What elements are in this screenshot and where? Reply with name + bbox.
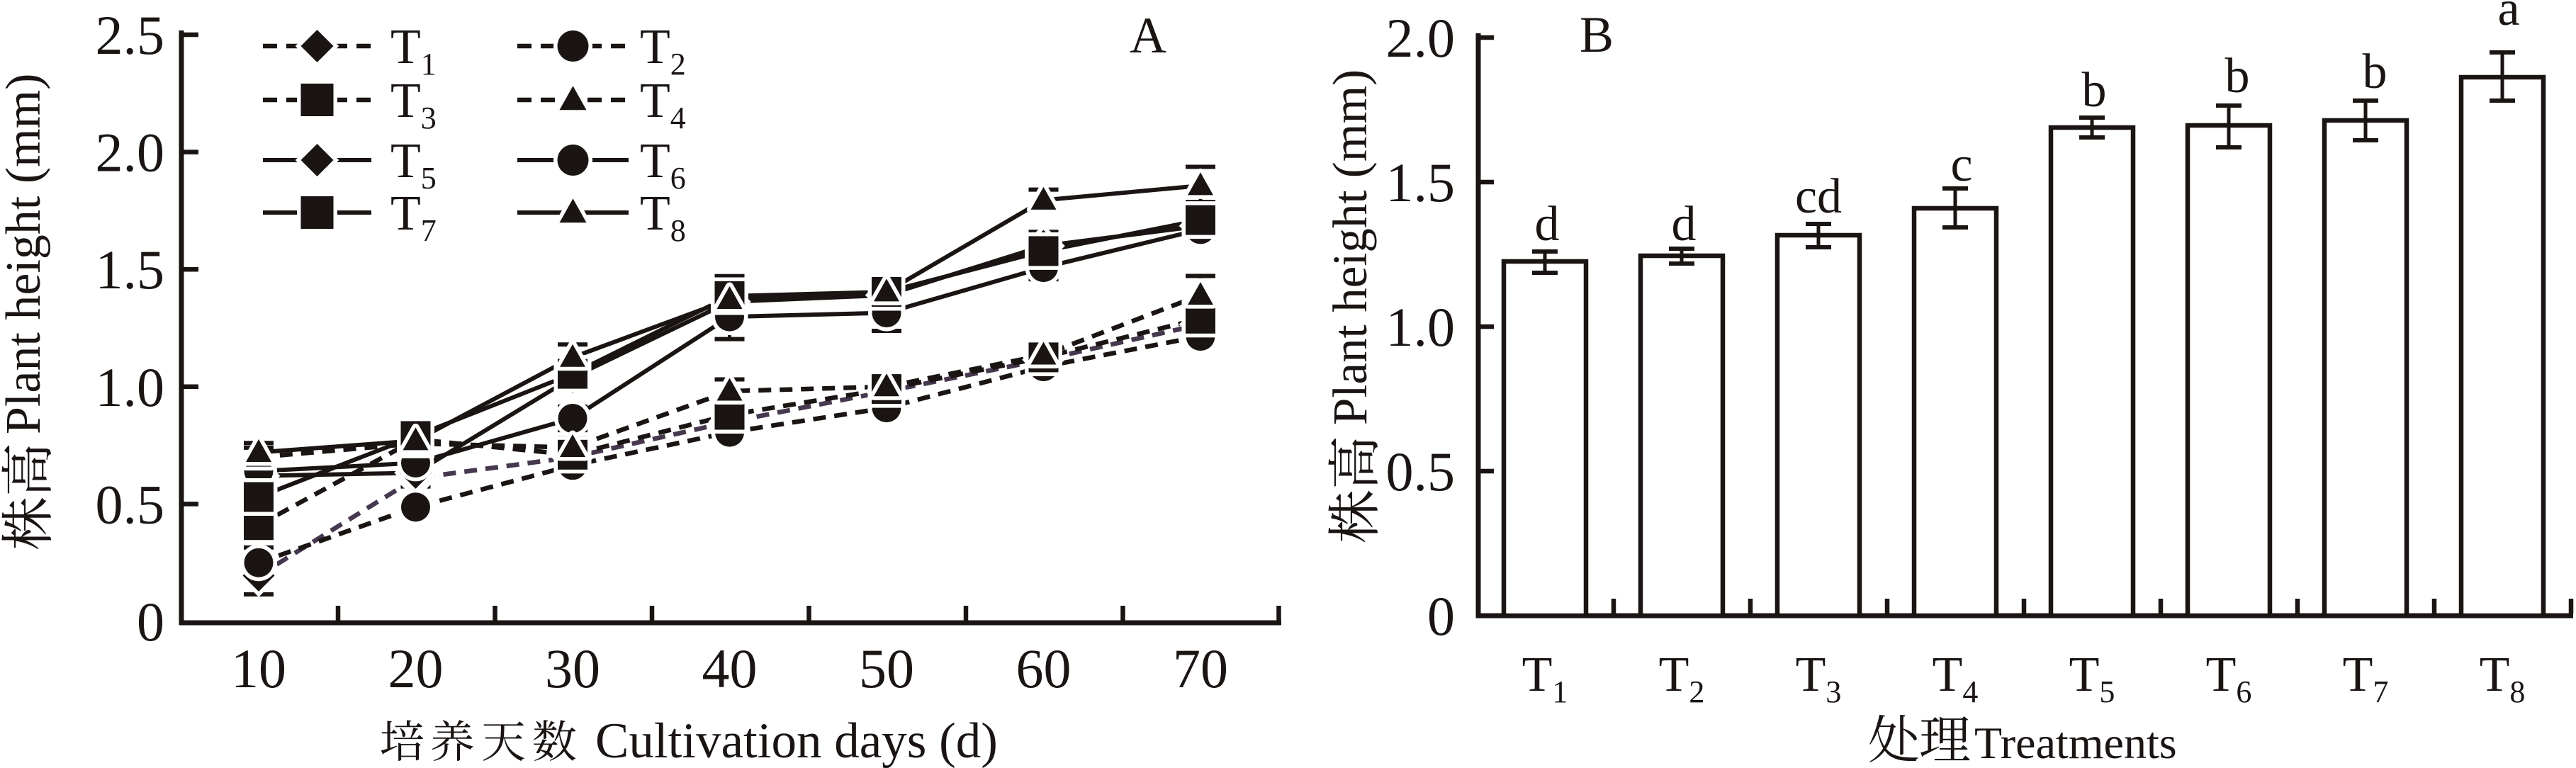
svg-text:10: 10 — [231, 638, 286, 699]
svg-text:1.0: 1.0 — [1386, 296, 1456, 358]
svg-text:50: 50 — [859, 638, 914, 699]
svg-text:cd: cd — [1795, 169, 1842, 224]
svg-text:d: d — [1535, 197, 1560, 252]
svg-text:Cultivation days (d): Cultivation days (d) — [595, 713, 998, 768]
svg-text:d: d — [1672, 197, 1697, 252]
svg-text:2.0: 2.0 — [96, 122, 165, 183]
svg-text:1.0: 1.0 — [96, 356, 165, 418]
svg-text:40: 40 — [702, 638, 758, 699]
svg-text:1.5: 1.5 — [96, 239, 165, 300]
svg-text:20: 20 — [388, 638, 444, 699]
svg-text:0.5: 0.5 — [96, 473, 165, 535]
svg-text:Plant height (mm): Plant height (mm) — [0, 74, 51, 434]
svg-text:0.5: 0.5 — [1386, 441, 1456, 502]
svg-text:0: 0 — [1427, 585, 1455, 647]
svg-text:2.5: 2.5 — [96, 4, 165, 66]
svg-text:b: b — [2363, 45, 2387, 99]
svg-text:2.0: 2.0 — [1386, 7, 1456, 69]
svg-text:Plant height (mm): Plant height (mm) — [1323, 69, 1377, 425]
svg-text:60: 60 — [1016, 638, 1072, 699]
svg-text:Treatments: Treatments — [1974, 718, 2177, 768]
svg-text:30: 30 — [545, 638, 600, 699]
svg-text:b: b — [2082, 63, 2107, 118]
svg-text:T2: T2 — [1659, 648, 1705, 709]
svg-text:A: A — [1130, 7, 1166, 64]
svg-text:T6: T6 — [640, 134, 686, 196]
svg-text:70: 70 — [1173, 638, 1228, 699]
svg-text:B: B — [1580, 6, 1614, 63]
svg-text:T8: T8 — [2480, 648, 2526, 709]
svg-text:1.5: 1.5 — [1386, 152, 1456, 213]
svg-text:b: b — [2225, 49, 2250, 103]
svg-text:a: a — [2497, 0, 2519, 36]
svg-text:0: 0 — [137, 591, 164, 653]
svg-text:c: c — [1950, 137, 1972, 192]
